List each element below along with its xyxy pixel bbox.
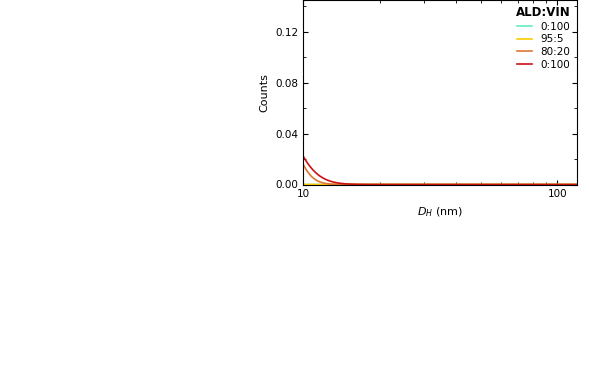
- 0:100: [250, 140, 257, 144]
- 0:100: [579, 182, 586, 187]
- Line: 0:100: 0:100: [49, 60, 583, 184]
- 0:100: [274, 182, 281, 187]
- Line: 0:100: 0:100: [49, 19, 583, 184]
- 0:100: [252, 58, 259, 62]
- 80:20: [46, 182, 53, 187]
- 80:20: [569, 182, 576, 187]
- 95:5: [244, 36, 251, 40]
- 95:5: [569, 182, 576, 187]
- 0:100: [274, 91, 281, 96]
- 80:20: [250, 114, 257, 119]
- X-axis label: $D_H$ (nm): $D_H$ (nm): [418, 205, 463, 218]
- 80:20: [107, 182, 114, 187]
- 0:100: [511, 182, 518, 187]
- 0:100: [511, 182, 518, 187]
- Line: 95:5: 95:5: [49, 38, 583, 184]
- 95:5: [250, 56, 257, 60]
- 0:100: [46, 182, 53, 187]
- 0:100: [138, 182, 145, 187]
- 95:5: [107, 182, 114, 187]
- 80:20: [511, 182, 518, 187]
- 80:20: [138, 182, 145, 187]
- 95:5: [511, 182, 518, 187]
- 95:5: [274, 175, 281, 179]
- Legend: 0:100, 95:5, 80:20, 0:100: 0:100, 95:5, 80:20, 0:100: [512, 2, 575, 74]
- 0:100: [569, 182, 576, 187]
- 80:20: [267, 80, 274, 85]
- 80:20: [579, 182, 586, 187]
- 80:20: [274, 87, 281, 92]
- 0:100: [107, 182, 114, 187]
- 95:5: [138, 182, 145, 187]
- Line: 80:20: 80:20: [49, 83, 583, 184]
- 95:5: [46, 182, 53, 187]
- 95:5: [579, 182, 586, 187]
- 0:100: [107, 182, 114, 187]
- Y-axis label: Counts: Counts: [260, 73, 270, 112]
- 0:100: [234, 17, 241, 21]
- 0:100: [579, 182, 586, 187]
- 0:100: [138, 182, 145, 187]
- 0:100: [46, 182, 53, 187]
- 0:100: [250, 58, 257, 62]
- 0:100: [569, 182, 576, 187]
